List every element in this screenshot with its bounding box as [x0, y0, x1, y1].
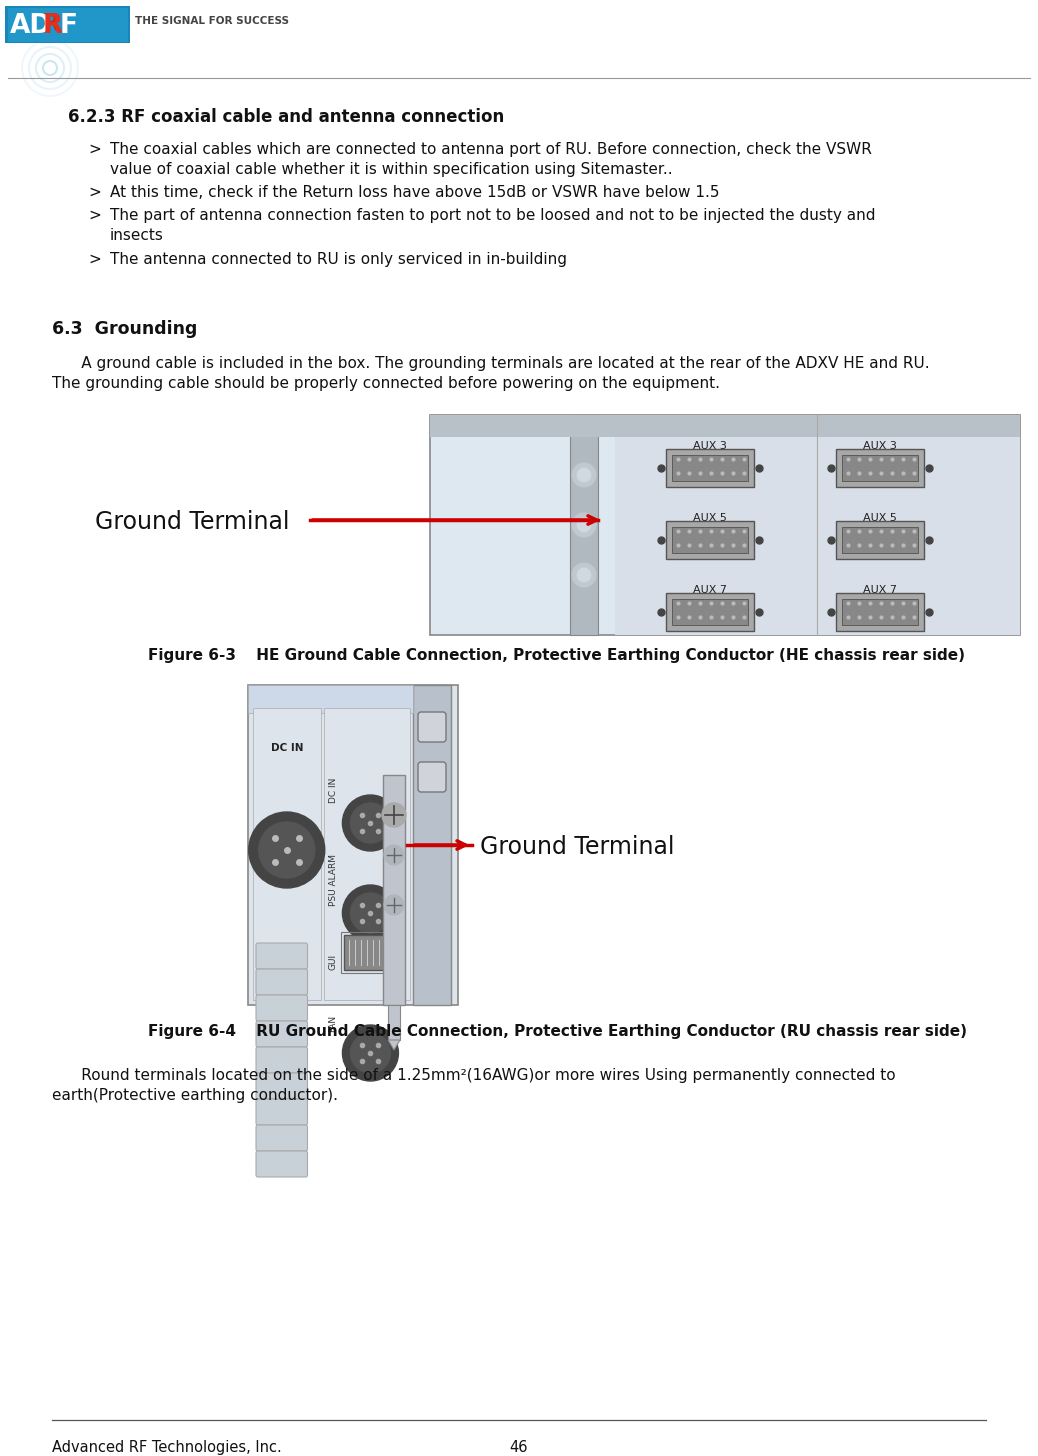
Bar [340, 932, 388, 973]
FancyBboxPatch shape [418, 761, 446, 792]
FancyBboxPatch shape [256, 943, 307, 970]
Bar [388, 1005, 400, 1040]
Text: >: > [88, 143, 101, 157]
Text: 6.3  Grounding: 6.3 Grounding [52, 320, 197, 338]
Circle shape [382, 804, 406, 827]
Bar [842, 454, 918, 480]
Text: F: F [60, 13, 78, 39]
Circle shape [343, 1025, 399, 1080]
FancyBboxPatch shape [256, 1125, 307, 1152]
Bar [248, 684, 458, 1005]
Bar [842, 598, 918, 625]
Circle shape [351, 804, 390, 843]
Bar [570, 415, 598, 635]
FancyBboxPatch shape [418, 712, 446, 743]
Text: AD: AD [10, 13, 52, 39]
FancyBboxPatch shape [256, 1099, 307, 1125]
Bar [672, 598, 748, 625]
Text: value of coaxial cable whether it is within specification using Sitemaster..: value of coaxial cable whether it is wit… [110, 162, 673, 178]
Bar [842, 527, 918, 553]
Text: DC IN: DC IN [328, 778, 337, 802]
Text: Figure 6-3: Figure 6-3 [148, 648, 236, 662]
Text: PSU ALARM: PSU ALARM [328, 855, 337, 906]
FancyBboxPatch shape [256, 994, 307, 1021]
Circle shape [249, 812, 325, 888]
FancyBboxPatch shape [256, 1021, 307, 1047]
Text: The coaxial cables which are connected to antenna port of RU. Before connection,: The coaxial cables which are connected t… [110, 143, 872, 157]
Bar [5, 6, 130, 44]
Circle shape [351, 893, 390, 933]
Circle shape [577, 518, 591, 531]
Bar [253, 708, 321, 1000]
Polygon shape [388, 1040, 400, 1050]
Circle shape [572, 463, 596, 486]
FancyBboxPatch shape [256, 1047, 307, 1073]
FancyBboxPatch shape [256, 1152, 307, 1176]
Text: Ground Terminal: Ground Terminal [95, 510, 290, 534]
Text: RU Ground Cable Connection, Protective Earthing Conductor (RU chassis rear side): RU Ground Cable Connection, Protective E… [230, 1024, 967, 1040]
Bar [430, 415, 1020, 437]
Text: AUX 3: AUX 3 [693, 441, 727, 451]
Circle shape [343, 795, 399, 850]
Text: 6.2.3 RF coaxial cable and antenna connection: 6.2.3 RF coaxial cable and antenna conne… [69, 108, 504, 127]
Text: AUX 3: AUX 3 [863, 441, 897, 451]
Text: The grounding cable should be properly connected before powering on the equipmen: The grounding cable should be properly c… [52, 376, 720, 392]
Text: Advanced RF Technologies, Inc.: Advanced RF Technologies, Inc. [52, 1440, 281, 1455]
Text: A ground cable is included in the box. The grounding terminals are located at th: A ground cable is included in the box. T… [52, 357, 930, 371]
Text: AUX 5: AUX 5 [863, 513, 897, 523]
FancyBboxPatch shape [256, 970, 307, 994]
Text: >: > [88, 208, 101, 223]
Bar [666, 448, 754, 486]
Text: >: > [88, 252, 101, 266]
Text: Ground Terminal: Ground Terminal [480, 834, 675, 859]
Text: GUI: GUI [328, 954, 337, 970]
Circle shape [258, 823, 315, 878]
Text: Round terminals located on the side of a 1.25mm²(16AWG)or more wires Using perma: Round terminals located on the side of a… [52, 1069, 896, 1083]
Bar [672, 527, 748, 553]
Circle shape [343, 885, 399, 941]
FancyBboxPatch shape [256, 1073, 307, 1099]
Text: THE SIGNAL FOR SUCCESS: THE SIGNAL FOR SUCCESS [135, 16, 289, 26]
Bar [413, 684, 450, 1005]
Text: FAN: FAN [328, 1015, 337, 1031]
Circle shape [577, 568, 591, 582]
Text: The part of antenna connection fasten to port not to be loosed and not to be inj: The part of antenna connection fasten to… [110, 208, 875, 223]
Bar [8, 7, 128, 42]
Text: The antenna connected to RU is only serviced in in-building: The antenna connected to RU is only serv… [110, 252, 567, 266]
Bar [836, 593, 924, 630]
Bar [383, 775, 405, 1005]
Bar [666, 521, 754, 559]
Text: >: > [88, 185, 101, 199]
Bar [666, 593, 754, 630]
Circle shape [577, 467, 591, 482]
Text: AUX 7: AUX 7 [693, 585, 727, 596]
Text: F: F [58, 12, 75, 36]
Bar [324, 708, 410, 1000]
Bar [344, 935, 385, 970]
Bar [430, 415, 1020, 635]
Circle shape [572, 513, 596, 537]
Text: At this time, check if the Return loss have above 15dB or VSWR have below 1.5: At this time, check if the Return loss h… [110, 185, 719, 199]
Bar [614, 415, 1020, 635]
Text: insects: insects [110, 229, 164, 243]
Text: AUX 5: AUX 5 [693, 513, 727, 523]
Circle shape [384, 844, 404, 865]
Bar [836, 521, 924, 559]
Text: 46: 46 [510, 1440, 528, 1455]
Circle shape [384, 895, 404, 914]
Text: Figure 6-4: Figure 6-4 [148, 1024, 236, 1040]
Bar [836, 448, 924, 486]
Text: AD: AD [11, 12, 51, 36]
Text: AUX 7: AUX 7 [863, 585, 897, 596]
Bar [248, 684, 413, 713]
Text: HE Ground Cable Connection, Protective Earthing Conductor (HE chassis rear side): HE Ground Cable Connection, Protective E… [230, 648, 965, 662]
Text: DC IN: DC IN [271, 743, 303, 753]
Text: earth(Protective earthing conductor).: earth(Protective earthing conductor). [52, 1088, 338, 1104]
Circle shape [572, 563, 596, 587]
Circle shape [351, 1032, 390, 1073]
Bar [672, 454, 748, 480]
Text: R: R [43, 13, 63, 39]
Text: R: R [42, 12, 61, 36]
